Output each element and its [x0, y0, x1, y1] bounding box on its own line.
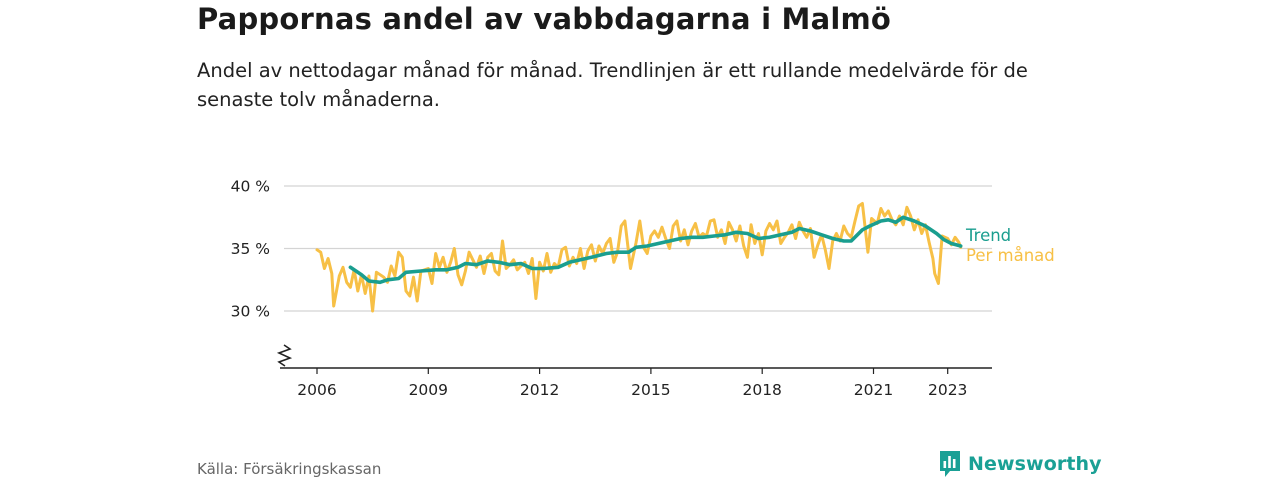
x-tick-label: 2006 [297, 381, 336, 399]
bar-chart-icon [940, 451, 960, 477]
line-chart: 30 % 35 % 40 % 2006 2009 2012 2015 2018 2021 2023… [231, 178, 1055, 400]
brand[interactable]: Newsworthy [938, 449, 1102, 479]
source-note: Källa: Försäkringskassan [197, 460, 382, 478]
tick-labels: 30 % 35 % 40 % 2006 2009 2012 2015 2018 2021 2023 [231, 178, 968, 400]
y-axis-break-icon [276, 344, 293, 367]
x-axis [276, 344, 992, 374]
legend-label-monthly: Per månad [966, 246, 1055, 265]
x-tick-label: 2015 [631, 381, 670, 399]
trend-series-line [348, 215, 963, 285]
legend-label-trend: Trend [965, 226, 1011, 245]
x-tick-label: 2021 [854, 381, 893, 399]
x-tick-label: 2018 [742, 381, 781, 399]
x-tick-label: 2023 [928, 381, 967, 399]
x-tick-label: 2012 [520, 381, 559, 399]
series [315, 202, 963, 313]
y-tick-label: 40 % [231, 178, 270, 196]
chart-subtitle: Andel av nettodagar månad för månad. Tre… [197, 59, 1028, 111]
brand-name: Newsworthy [968, 453, 1102, 475]
y-tick-label: 30 % [231, 303, 270, 321]
chart-title: Pappornas andel av vabbdagarna i Malmö [197, 2, 892, 36]
monthly-series-line [315, 202, 963, 313]
x-tick-label: 2009 [409, 381, 448, 399]
y-tick-label: 35 % [231, 240, 270, 258]
